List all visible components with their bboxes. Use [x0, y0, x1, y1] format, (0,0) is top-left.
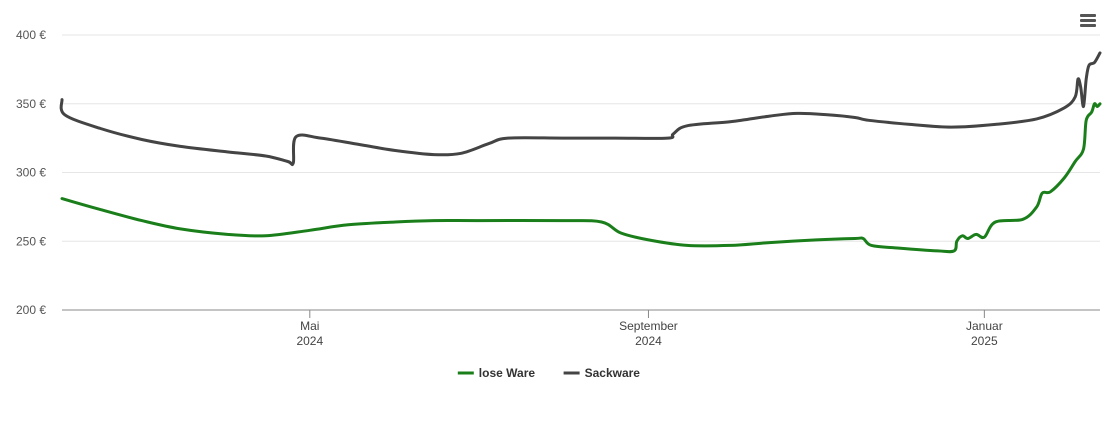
menu-bar: [1080, 14, 1096, 17]
x-tick-label: September: [619, 319, 678, 333]
hamburger-menu-icon[interactable]: [1076, 10, 1100, 32]
x-tick-label: Januar: [966, 319, 1003, 333]
x-tick-label-year: 2025: [971, 334, 998, 348]
grid-lines: [62, 34, 1100, 242]
legend-label: lose Ware: [479, 366, 536, 380]
x-tick-label-year: 2024: [296, 334, 323, 348]
menu-bar: [1080, 24, 1096, 27]
legend: lose Ware Sackware: [457, 366, 641, 380]
menu-bar: [1080, 19, 1096, 22]
series-lines: [59, 51, 1102, 254]
y-tick-label: 350 €: [16, 97, 46, 111]
y-axis-ticks: 200 € 250 € 300 € 350 € 400 €: [16, 28, 46, 317]
legend-label: Sackware: [585, 366, 641, 380]
series-line-lose-ware: [60, 102, 1102, 254]
series-line-sackware: [59, 51, 1102, 167]
legend-item[interactable]: Sackware: [563, 366, 641, 380]
x-tick-label-year: 2024: [635, 334, 662, 348]
legend-item[interactable]: lose Ware: [457, 366, 536, 380]
y-tick-label: 400 €: [16, 28, 46, 42]
y-tick-label: 300 €: [16, 166, 46, 180]
y-tick-label: 200 €: [16, 303, 46, 317]
x-tick-label: Mai: [300, 319, 319, 333]
y-tick-label: 250 €: [16, 234, 46, 248]
